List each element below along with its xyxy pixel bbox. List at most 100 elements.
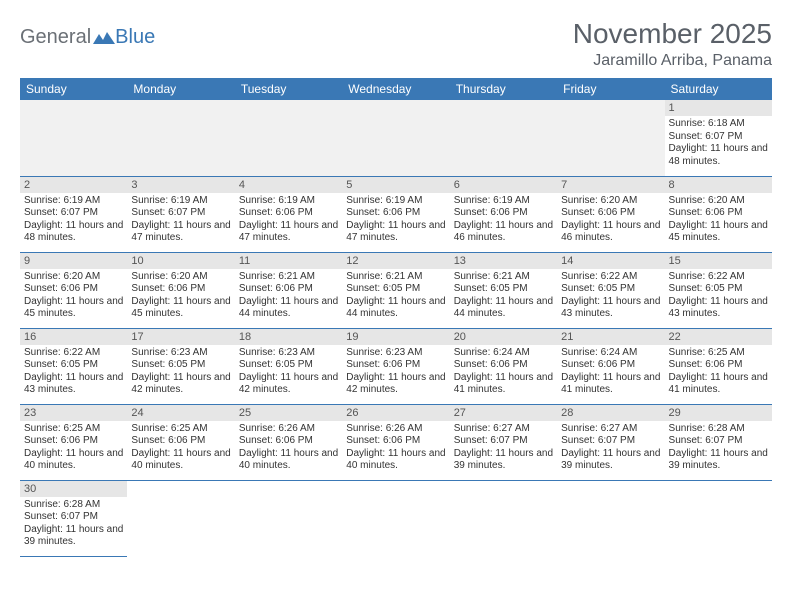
day-details: Sunrise: 6:21 AMSunset: 6:06 PMDaylight:…	[235, 269, 342, 323]
day-cell: 23Sunrise: 6:25 AMSunset: 6:06 PMDayligh…	[20, 404, 127, 480]
day-number: 13	[450, 253, 557, 269]
weekday-header: Tuesday	[235, 78, 342, 100]
sunrise-line: Sunrise: 6:24 AM	[561, 347, 660, 360]
day-cell: 26Sunrise: 6:26 AMSunset: 6:06 PMDayligh…	[342, 404, 449, 480]
sunset-line: Sunset: 6:06 PM	[131, 435, 230, 448]
day-number: 2	[20, 177, 127, 193]
sunrise-line: Sunrise: 6:20 AM	[131, 271, 230, 284]
day-details: Sunrise: 6:19 AMSunset: 6:06 PMDaylight:…	[342, 193, 449, 247]
sunrise-line: Sunrise: 6:18 AM	[669, 118, 768, 131]
day-number: 21	[557, 329, 664, 345]
day-details: Sunrise: 6:26 AMSunset: 6:06 PMDaylight:…	[235, 421, 342, 475]
empty-cell	[342, 100, 449, 176]
day-details: Sunrise: 6:27 AMSunset: 6:07 PMDaylight:…	[557, 421, 664, 475]
sunrise-line: Sunrise: 6:28 AM	[669, 423, 768, 436]
sunset-line: Sunset: 6:05 PM	[561, 283, 660, 296]
day-number: 4	[235, 177, 342, 193]
sunset-line: Sunset: 6:07 PM	[454, 435, 553, 448]
day-cell: 4Sunrise: 6:19 AMSunset: 6:06 PMDaylight…	[235, 176, 342, 252]
empty-cell	[557, 480, 664, 556]
day-details: Sunrise: 6:20 AMSunset: 6:06 PMDaylight:…	[665, 193, 772, 247]
daylight-line: Daylight: 11 hours and 48 minutes.	[24, 220, 123, 245]
logo-flag-icon	[93, 30, 115, 46]
title-block: November 2025 Jaramillo Arriba, Panama	[573, 18, 772, 70]
logo: General Blue	[20, 26, 155, 49]
sunrise-line: Sunrise: 6:28 AM	[24, 499, 123, 512]
daylight-line: Daylight: 11 hours and 40 minutes.	[24, 448, 123, 473]
sunset-line: Sunset: 6:06 PM	[561, 359, 660, 372]
day-number: 27	[450, 405, 557, 421]
page-title: November 2025	[573, 18, 772, 50]
daylight-line: Daylight: 11 hours and 41 minutes.	[561, 372, 660, 397]
daylight-line: Daylight: 11 hours and 41 minutes.	[454, 372, 553, 397]
sunset-line: Sunset: 6:07 PM	[669, 131, 768, 144]
day-details: Sunrise: 6:22 AMSunset: 6:05 PMDaylight:…	[665, 269, 772, 323]
day-details: Sunrise: 6:18 AMSunset: 6:07 PMDaylight:…	[665, 116, 772, 170]
day-cell: 22Sunrise: 6:25 AMSunset: 6:06 PMDayligh…	[665, 328, 772, 404]
day-number: 28	[557, 405, 664, 421]
day-details: Sunrise: 6:25 AMSunset: 6:06 PMDaylight:…	[665, 345, 772, 399]
daylight-line: Daylight: 11 hours and 44 minutes.	[346, 296, 445, 321]
sunset-line: Sunset: 6:06 PM	[669, 359, 768, 372]
daylight-line: Daylight: 11 hours and 41 minutes.	[669, 372, 768, 397]
day-cell: 30Sunrise: 6:28 AMSunset: 6:07 PMDayligh…	[20, 480, 127, 556]
sunset-line: Sunset: 6:06 PM	[454, 359, 553, 372]
day-number: 16	[20, 329, 127, 345]
day-number: 23	[20, 405, 127, 421]
day-cell: 25Sunrise: 6:26 AMSunset: 6:06 PMDayligh…	[235, 404, 342, 480]
sunrise-line: Sunrise: 6:27 AM	[561, 423, 660, 436]
day-number: 3	[127, 177, 234, 193]
day-details: Sunrise: 6:22 AMSunset: 6:05 PMDaylight:…	[557, 269, 664, 323]
sunset-line: Sunset: 6:06 PM	[561, 207, 660, 220]
daylight-line: Daylight: 11 hours and 39 minutes.	[454, 448, 553, 473]
day-number: 26	[342, 405, 449, 421]
sunrise-line: Sunrise: 6:19 AM	[239, 195, 338, 208]
sunset-line: Sunset: 6:05 PM	[454, 283, 553, 296]
sunset-line: Sunset: 6:06 PM	[239, 207, 338, 220]
sunrise-line: Sunrise: 6:26 AM	[239, 423, 338, 436]
day-number: 8	[665, 177, 772, 193]
day-number: 30	[20, 481, 127, 497]
day-details: Sunrise: 6:23 AMSunset: 6:06 PMDaylight:…	[342, 345, 449, 399]
day-details: Sunrise: 6:19 AMSunset: 6:07 PMDaylight:…	[127, 193, 234, 247]
day-cell: 24Sunrise: 6:25 AMSunset: 6:06 PMDayligh…	[127, 404, 234, 480]
daylight-line: Daylight: 11 hours and 48 minutes.	[669, 143, 768, 168]
day-details: Sunrise: 6:19 AMSunset: 6:06 PMDaylight:…	[235, 193, 342, 247]
empty-cell	[127, 100, 234, 176]
sunrise-line: Sunrise: 6:23 AM	[239, 347, 338, 360]
day-cell: 11Sunrise: 6:21 AMSunset: 6:06 PMDayligh…	[235, 252, 342, 328]
sunset-line: Sunset: 6:06 PM	[346, 359, 445, 372]
daylight-line: Daylight: 11 hours and 42 minutes.	[346, 372, 445, 397]
daylight-line: Daylight: 11 hours and 39 minutes.	[561, 448, 660, 473]
weekday-header: Monday	[127, 78, 234, 100]
calendar-row: 30Sunrise: 6:28 AMSunset: 6:07 PMDayligh…	[20, 480, 772, 556]
sunrise-line: Sunrise: 6:22 AM	[561, 271, 660, 284]
day-details: Sunrise: 6:21 AMSunset: 6:05 PMDaylight:…	[450, 269, 557, 323]
weekday-header: Thursday	[450, 78, 557, 100]
sunset-line: Sunset: 6:05 PM	[669, 283, 768, 296]
day-cell: 9Sunrise: 6:20 AMSunset: 6:06 PMDaylight…	[20, 252, 127, 328]
sunrise-line: Sunrise: 6:21 AM	[239, 271, 338, 284]
daylight-line: Daylight: 11 hours and 46 minutes.	[561, 220, 660, 245]
day-cell: 7Sunrise: 6:20 AMSunset: 6:06 PMDaylight…	[557, 176, 664, 252]
empty-cell	[450, 480, 557, 556]
empty-cell	[665, 480, 772, 556]
empty-cell	[342, 480, 449, 556]
sunrise-line: Sunrise: 6:20 AM	[669, 195, 768, 208]
day-cell: 5Sunrise: 6:19 AMSunset: 6:06 PMDaylight…	[342, 176, 449, 252]
day-cell: 14Sunrise: 6:22 AMSunset: 6:05 PMDayligh…	[557, 252, 664, 328]
day-cell: 8Sunrise: 6:20 AMSunset: 6:06 PMDaylight…	[665, 176, 772, 252]
sunrise-line: Sunrise: 6:20 AM	[561, 195, 660, 208]
sunrise-line: Sunrise: 6:23 AM	[131, 347, 230, 360]
sunset-line: Sunset: 6:07 PM	[669, 435, 768, 448]
weekday-header: Friday	[557, 78, 664, 100]
daylight-line: Daylight: 11 hours and 47 minutes.	[239, 220, 338, 245]
daylight-line: Daylight: 11 hours and 43 minutes.	[24, 372, 123, 397]
sunset-line: Sunset: 6:07 PM	[24, 207, 123, 220]
day-cell: 27Sunrise: 6:27 AMSunset: 6:07 PMDayligh…	[450, 404, 557, 480]
weekday-header: Saturday	[665, 78, 772, 100]
sunset-line: Sunset: 6:05 PM	[131, 359, 230, 372]
day-cell: 6Sunrise: 6:19 AMSunset: 6:06 PMDaylight…	[450, 176, 557, 252]
day-details: Sunrise: 6:27 AMSunset: 6:07 PMDaylight:…	[450, 421, 557, 475]
day-cell: 12Sunrise: 6:21 AMSunset: 6:05 PMDayligh…	[342, 252, 449, 328]
